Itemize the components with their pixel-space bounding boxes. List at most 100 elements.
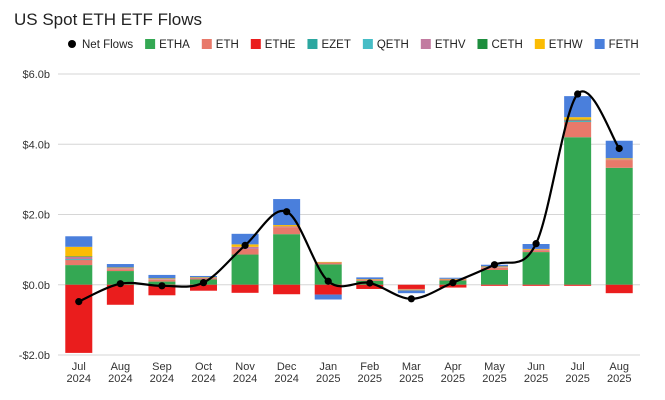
bar-segment-ethw xyxy=(397,289,425,291)
y-tick-label: $4.0b xyxy=(22,139,50,151)
x-tick-label: May xyxy=(484,361,505,373)
net-flows-point xyxy=(75,298,83,306)
bar-segment-ethw xyxy=(190,277,217,278)
x-tick-label: 2025 xyxy=(607,373,631,385)
x-tick-label: 2025 xyxy=(316,373,340,385)
x-tick-label: Aug xyxy=(609,361,629,373)
bar-segment-ethe xyxy=(231,284,259,293)
net-flows-point xyxy=(324,277,332,285)
x-tick-label: 2025 xyxy=(524,373,548,385)
bar-segment-ethe xyxy=(397,284,425,289)
bar-segment-feth xyxy=(148,274,176,279)
bar-segment-ethv xyxy=(65,256,93,260)
legend-label: EZET xyxy=(321,39,350,51)
bar-segment-ethe xyxy=(273,284,301,295)
bar-segment-etha xyxy=(481,269,508,285)
bar-segment-ethe xyxy=(106,284,134,305)
x-tick-label: 2025 xyxy=(482,373,506,385)
bar-segment-qeth xyxy=(564,121,592,122)
x-tick-label: Jun xyxy=(527,361,545,373)
bar-segment-feth xyxy=(65,236,93,247)
net-flows-line xyxy=(78,90,621,303)
bar-segment-feth xyxy=(231,233,259,245)
bar-segment-eth xyxy=(231,248,259,255)
x-tick-label: Mar xyxy=(402,361,421,373)
bar-segment-etha xyxy=(605,167,633,285)
x-tick-label: 2025 xyxy=(358,373,382,385)
bar-segment-feth xyxy=(397,290,425,294)
x-tick-label: Jan xyxy=(319,361,337,373)
bar-segment-etha xyxy=(65,265,93,285)
x-tick-label: 2024 xyxy=(108,373,132,385)
x-tick-label: Dec xyxy=(277,361,297,373)
bar-segment-feth xyxy=(439,277,467,279)
bar-segment-ethe xyxy=(522,284,550,286)
legend-marker xyxy=(201,39,212,49)
bar-segment-eth xyxy=(190,278,217,280)
bar-segment-ezet xyxy=(65,259,93,261)
bar-segment-ethv xyxy=(106,268,134,270)
legend-label: ETHW xyxy=(549,39,583,51)
bar-segment-ethe xyxy=(65,284,93,353)
bar-segment-ethw xyxy=(314,261,342,263)
chart-title: US Spot ETH ETF Flows xyxy=(14,10,202,29)
x-tick-label: 2025 xyxy=(399,373,423,385)
legend-marker xyxy=(307,39,318,49)
legend-label: FETH xyxy=(609,39,639,51)
x-tick-label: 2025 xyxy=(565,373,589,385)
bar-segment-ethv xyxy=(605,159,633,161)
bar-segment-eth xyxy=(314,262,342,265)
bar-segment-ethw xyxy=(148,278,176,280)
x-tick-label: Nov xyxy=(235,361,255,373)
net-flows-point xyxy=(199,279,208,287)
legend-label: ETHA xyxy=(159,39,190,51)
y-tick-label: $0.0b xyxy=(22,280,50,292)
legend-marker xyxy=(594,39,605,49)
bar-segment-ethv xyxy=(273,226,301,228)
bar-segment-ethw xyxy=(65,246,93,257)
legend-marker xyxy=(68,40,76,48)
bar-segment-ethv xyxy=(397,288,425,290)
x-tick-label: 2024 xyxy=(274,373,298,385)
bar-segment-eth xyxy=(605,160,633,168)
y-tick-label: -$2.0b xyxy=(19,350,50,362)
bar-segment-eth xyxy=(273,227,301,235)
bar-segment-eth xyxy=(481,267,508,270)
x-tick-label: Oct xyxy=(195,361,212,373)
bar-segment-ethv xyxy=(314,262,342,263)
bar-segment-etha xyxy=(273,234,301,285)
y-tick-label: $6.0b xyxy=(22,69,50,81)
legend-marker xyxy=(250,39,261,49)
legend-marker xyxy=(477,39,488,49)
x-tick-label: 2025 xyxy=(441,373,465,385)
bar-segment-ceth xyxy=(65,256,93,257)
net-flows-point xyxy=(532,240,540,248)
bar-segment-ethe xyxy=(605,284,633,294)
legend-label: ETHE xyxy=(265,39,296,51)
bar-segment-ethw xyxy=(522,248,550,250)
bar-segment-ethe xyxy=(148,284,176,296)
legend-label: ETHV xyxy=(435,39,466,51)
net-flows-point xyxy=(116,280,124,288)
bar-segment-ethv xyxy=(148,279,176,280)
net-flows-point xyxy=(241,241,249,250)
x-tick-label: 2024 xyxy=(233,373,257,385)
x-tick-label: 2024 xyxy=(191,373,215,385)
bar-segment-ethw xyxy=(605,158,633,160)
net-flows-point xyxy=(574,90,582,98)
legend-label: ETH xyxy=(216,39,239,51)
bar-segment-eth xyxy=(65,259,93,266)
legend-label: QETH xyxy=(377,39,409,51)
x-tick-label: Feb xyxy=(360,361,379,373)
bar-segment-ethv xyxy=(190,277,217,279)
bar-segment-feth xyxy=(106,264,134,268)
x-tick-label: Apr xyxy=(444,361,461,373)
net-flows-point xyxy=(449,279,457,287)
bar-segment-ethe xyxy=(190,284,217,291)
x-tick-label: 2024 xyxy=(67,373,91,385)
x-tick-label: Jul xyxy=(571,361,585,373)
bar-segment-eth xyxy=(148,279,176,282)
bar-segment-ezet xyxy=(564,121,592,123)
x-tick-label: 2024 xyxy=(150,373,174,385)
